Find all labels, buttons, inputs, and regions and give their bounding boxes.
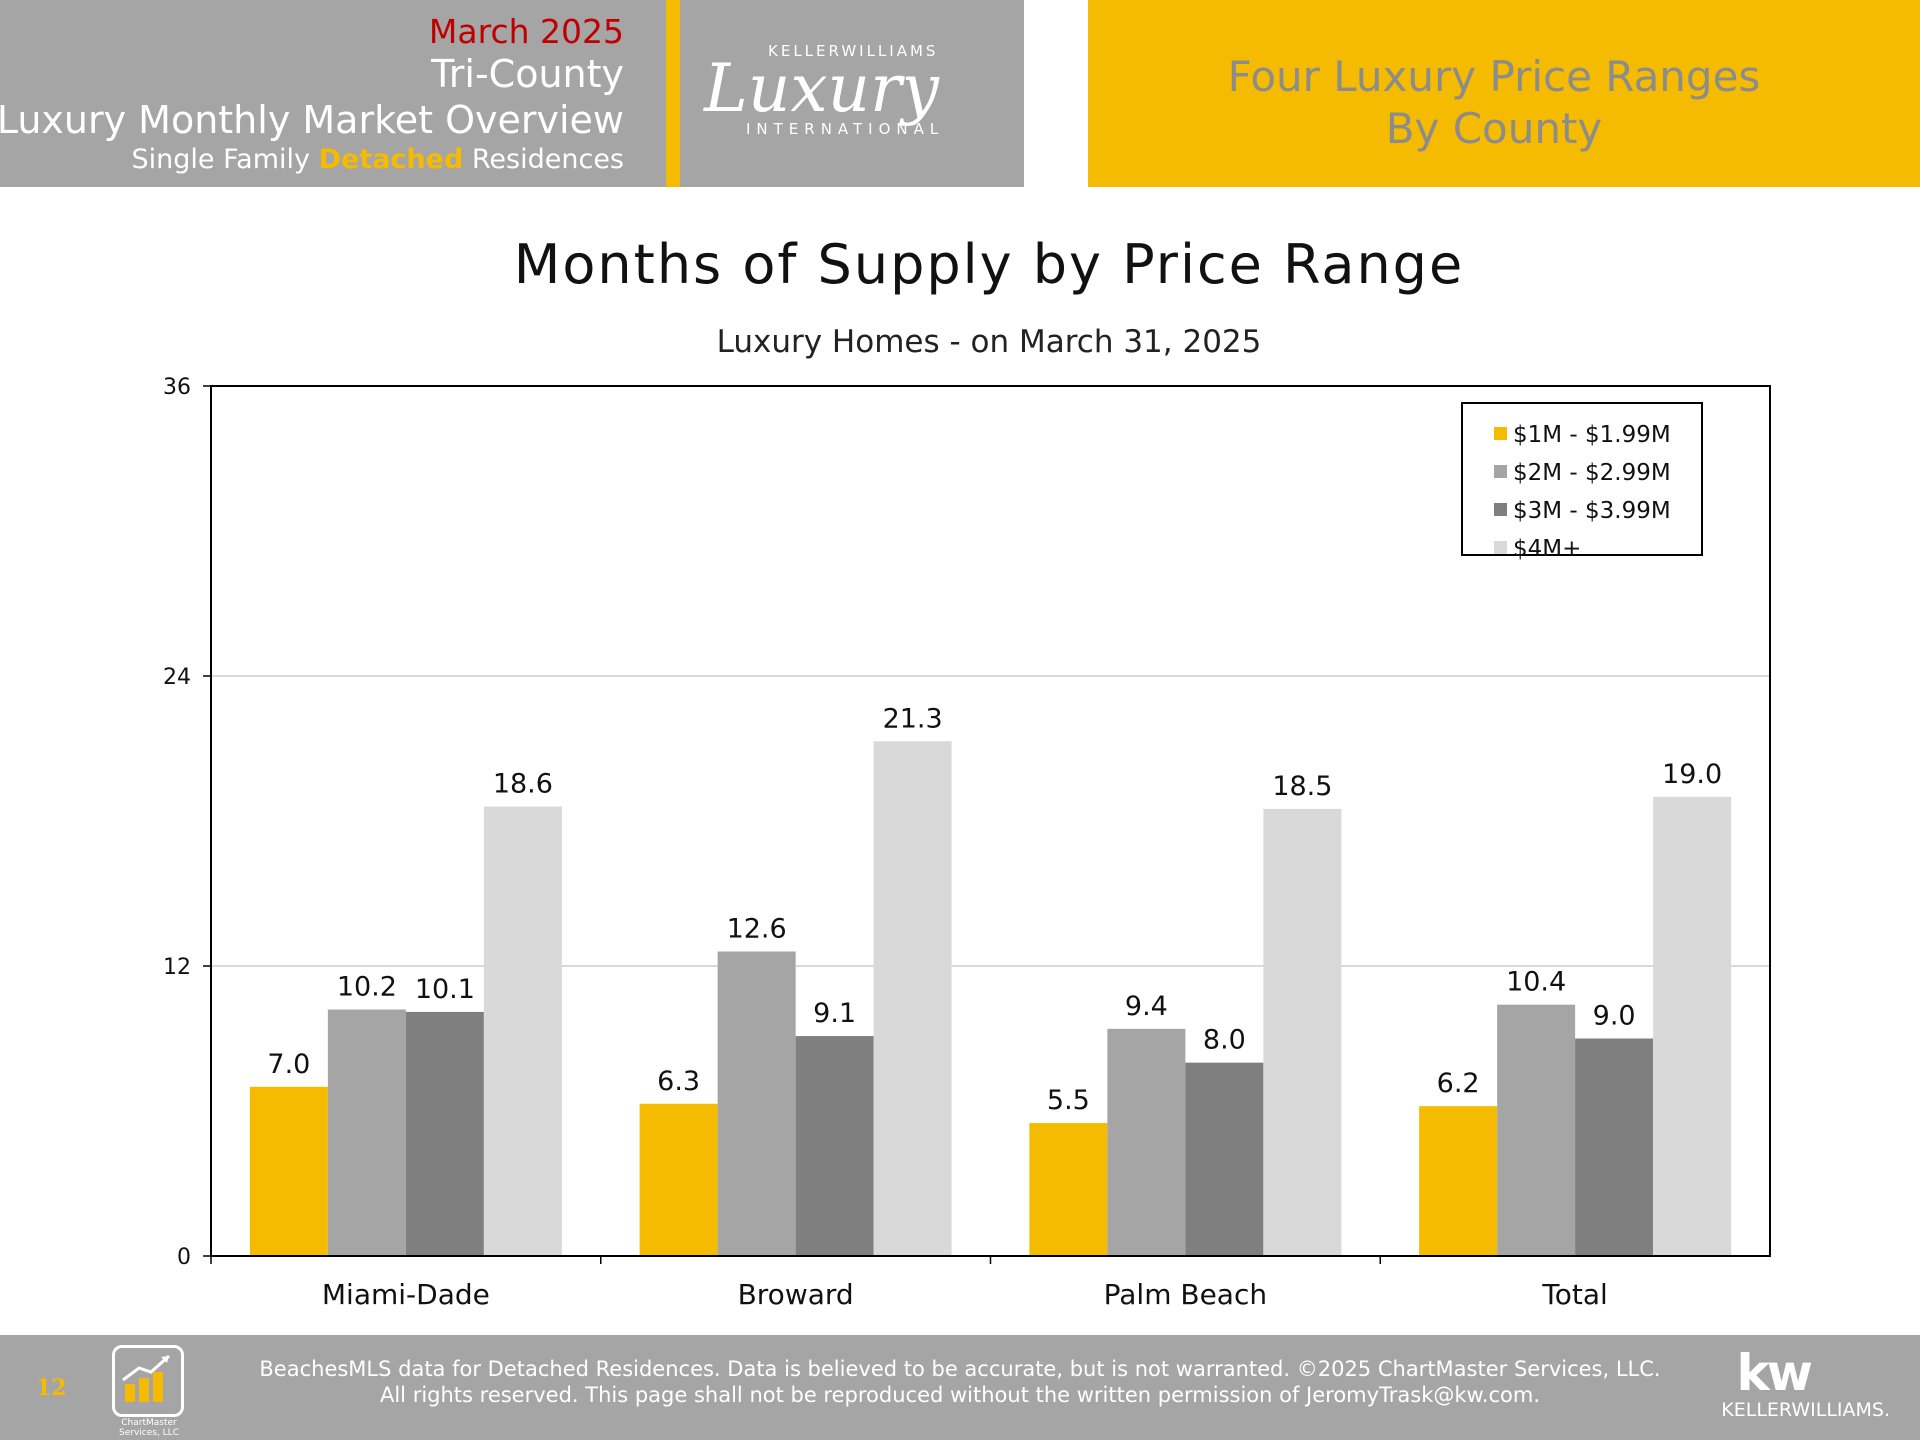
kw-mark: kw [1736, 1344, 1813, 1402]
x-tick-label: Palm Beach [1104, 1278, 1267, 1311]
data-label: 19.0 [1662, 759, 1722, 790]
footer-disclaimer-line2: All rights reserved. This page shall not… [379, 1383, 1541, 1407]
y-tick-label: 36 [163, 375, 191, 400]
bar [1263, 808, 1342, 1256]
data-label: 7.0 [267, 1049, 310, 1080]
chart-subtitle: Luxury Homes - on March 31, 2025 [716, 324, 1262, 360]
legend-swatch [1494, 503, 1507, 516]
report-date: March 2025 [428, 12, 624, 51]
x-tick-label: Miami-Dade [322, 1278, 490, 1311]
bar [1497, 1004, 1576, 1256]
kw-luxury-logo: KELLERWILLIAMS Luxury INTERNATIONAL [680, 0, 1024, 187]
header-info-panel: March 2025 Tri-County Luxury Monthly Mar… [0, 0, 666, 187]
data-label: 8.0 [1203, 1025, 1246, 1056]
data-label: 21.3 [883, 703, 943, 734]
data-label: 10.1 [415, 974, 475, 1005]
bar [795, 1036, 874, 1256]
legend-label: $1M - $1.99M [1513, 422, 1671, 448]
plot-frame [210, 385, 1771, 1257]
header-section-panel: Four Luxury Price Ranges By County [1088, 0, 1920, 187]
legend-label: $2M - $2.99M [1513, 460, 1671, 486]
data-label: 12.6 [727, 914, 787, 945]
data-label: 6.3 [657, 1066, 700, 1097]
data-label: 6.2 [1437, 1068, 1480, 1099]
bar [1029, 1123, 1108, 1256]
data-label: 10.4 [1506, 967, 1566, 998]
legend-label: $4M+ [1513, 536, 1581, 562]
footer: 12 ChartMaster Services, LLC BeachesMLS … [0, 1335, 1920, 1440]
bar [327, 1009, 406, 1256]
chart-title: Months of Supply by Price Range [513, 233, 1465, 296]
data-label: 9.0 [1593, 1001, 1636, 1032]
bar [1575, 1038, 1654, 1256]
chartmaster-caption: ChartMaster Services, LLC [119, 1418, 179, 1438]
report-title: Luxury Monthly Market Overview [0, 98, 624, 142]
y-tick-label: 12 [163, 955, 191, 980]
bar [1107, 1028, 1186, 1256]
legend-swatch [1494, 541, 1507, 554]
bar [1419, 1106, 1498, 1256]
kw-name: KELLERWILLIAMS. [1721, 1399, 1890, 1421]
logo-brand-text: KELLERWILLIAMS [768, 42, 939, 60]
legend-swatch [1494, 465, 1507, 478]
report-subtitle-pre: Single Family [131, 144, 319, 175]
footer-disclaimer-line1: BeachesMLS data for Detached Residences.… [259, 1357, 1661, 1381]
x-tick-label: Total [1541, 1278, 1607, 1311]
legend-swatch [1494, 427, 1507, 440]
bar [405, 1011, 484, 1256]
data-label: 10.2 [337, 972, 397, 1003]
y-tick-label: 0 [177, 1245, 191, 1270]
report-subtitle: Single Family Detached Residences [132, 144, 624, 175]
logo-script-text: Luxury [704, 50, 939, 127]
bar [1653, 796, 1732, 1256]
logo-sub-text: INTERNATIONAL [746, 120, 945, 138]
header-divider [666, 0, 680, 187]
report-subtitle-post: Residences [463, 144, 624, 175]
page-number: 12 [36, 1375, 67, 1401]
bar [717, 951, 796, 1256]
section-title-line1: Four Luxury Price Ranges [1227, 52, 1761, 101]
y-tick-label: 24 [163, 665, 191, 690]
data-label: 9.1 [813, 998, 856, 1029]
data-label: 9.4 [1125, 991, 1168, 1022]
kw-logo: kw KELLERWILLIAMS. [1710, 1347, 1890, 1421]
legend-label: $3M - $3.99M [1513, 498, 1671, 524]
x-tick-label: Broward [738, 1278, 854, 1311]
bar [1185, 1062, 1264, 1256]
bar [249, 1086, 328, 1256]
report-region: Tri-County [431, 52, 624, 96]
data-label: 18.6 [493, 769, 553, 800]
section-title-line2: By County [1385, 104, 1603, 153]
data-label: 5.5 [1047, 1085, 1090, 1116]
bar [639, 1103, 718, 1256]
bar [873, 741, 952, 1256]
bar-chart: 0 12 24 36 7.0 10.2 10.1 18.6 Miami-Dade 6.3 12.6 9… [163, 375, 1771, 1311]
report-subtitle-highlight: Detached [318, 144, 464, 175]
data-label: 18.5 [1272, 771, 1332, 802]
chartmaster-logo-icon [112, 1345, 184, 1417]
bar [483, 806, 562, 1256]
